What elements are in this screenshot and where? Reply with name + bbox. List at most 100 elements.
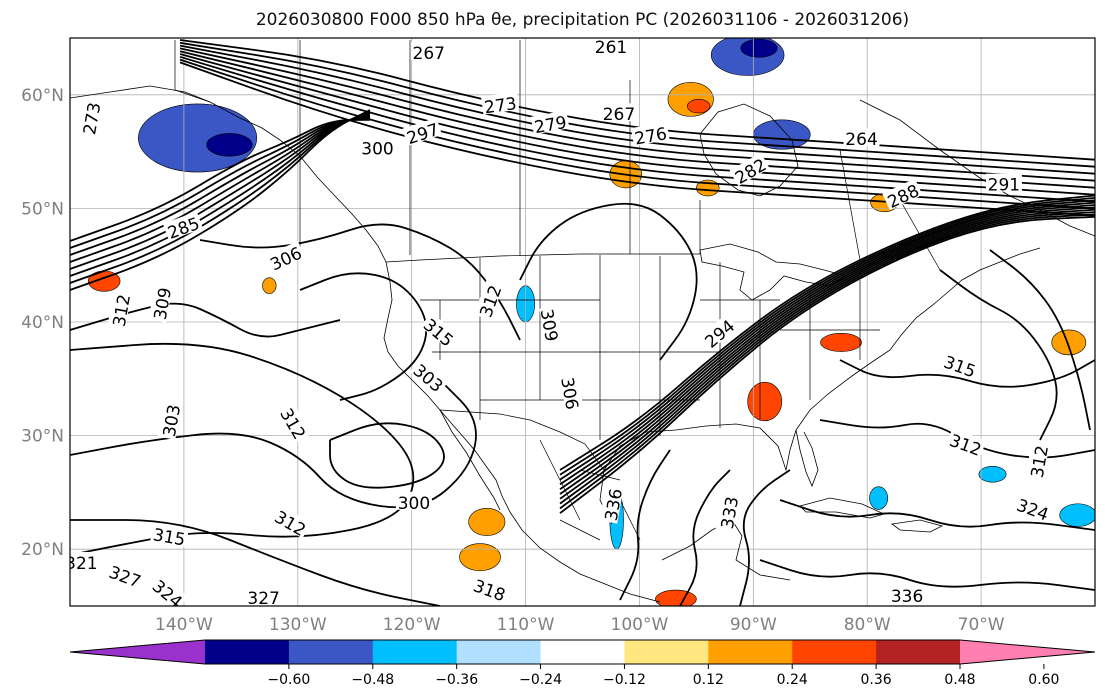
theta-e-contour xyxy=(559,215,1095,514)
contour-label-bg xyxy=(105,560,146,590)
theta-e-contour xyxy=(179,47,1095,182)
contour-label-text: 273 xyxy=(483,94,518,118)
contour-label-bg xyxy=(359,137,396,156)
lon-tick-label: 140°W xyxy=(155,615,213,635)
contour-label: 321 xyxy=(70,551,100,574)
theta-e-contour xyxy=(559,213,1095,510)
contour-label: 309 xyxy=(536,305,564,345)
colorbar-segment xyxy=(792,640,877,664)
contour-label-bg xyxy=(271,504,312,539)
contour-label-bg xyxy=(600,103,637,122)
contour-label-bg xyxy=(473,280,504,321)
precip-area xyxy=(206,133,253,157)
contour-label-bg xyxy=(162,211,203,241)
chart-title: 2026030800 F000 850 hPa θe, precipitatio… xyxy=(255,10,910,30)
theta-e-contour xyxy=(559,196,1095,476)
contour-label-bg xyxy=(245,587,282,606)
contour-label-text: 291 xyxy=(988,176,1020,196)
contour-label-bg xyxy=(148,284,173,323)
theta-e-contour xyxy=(989,249,1091,431)
lon-tick-label: 70°W xyxy=(958,615,1005,635)
contour-label-text: 336 xyxy=(891,587,923,607)
contour-label-text: 327 xyxy=(247,589,279,609)
lat-tick-label: 40°N xyxy=(21,313,64,333)
theta-e-contour xyxy=(70,519,441,606)
contour-label-bg xyxy=(470,573,511,604)
contour-label: 312 xyxy=(1025,441,1053,481)
colorbar-tick-label: −0.48 xyxy=(351,672,394,688)
precip-area xyxy=(978,465,1007,483)
theta-e-contour xyxy=(70,342,415,556)
coastline-us-west xyxy=(383,281,487,467)
contour-label: 273 xyxy=(481,91,520,118)
theta-e-contour xyxy=(179,39,1095,161)
precip-area xyxy=(459,543,501,572)
contour-label: 267 xyxy=(410,41,447,64)
contour-label-text: 261 xyxy=(595,38,627,58)
coastline-florida xyxy=(795,429,819,488)
colorbar-tick-label: −0.12 xyxy=(603,672,646,688)
contour-label-bg xyxy=(70,551,100,570)
contour-label-bg xyxy=(985,173,1022,192)
contour-label: 309 xyxy=(148,284,176,323)
theta-e-contour xyxy=(70,110,371,284)
colorbar: −0.60 −0.48 −0.36 −0.24 −0.12 0.12 0.24 0.36 0.4… xyxy=(69,639,1096,688)
contour-label-bg xyxy=(1013,493,1054,523)
contour-label-bg xyxy=(265,241,306,273)
theta-e-contour xyxy=(70,111,371,277)
contour-label-bg xyxy=(77,98,102,138)
theta-e-contour xyxy=(559,199,1095,481)
coastline-baja xyxy=(439,409,501,511)
theta-e-contour xyxy=(70,114,371,263)
theta-e-contour xyxy=(199,223,521,341)
contour-label: 312 xyxy=(107,290,135,330)
theta-e-contour xyxy=(179,55,1095,203)
theta-e-contour xyxy=(759,559,1095,591)
precip-area xyxy=(1059,503,1095,527)
theta-e-contour xyxy=(559,208,1095,500)
colorbar-segment xyxy=(288,640,374,664)
precip-area xyxy=(820,333,862,352)
precip-area xyxy=(686,99,711,114)
theta-e-contour xyxy=(70,109,371,291)
theta-e-contour xyxy=(179,58,1095,210)
lon-tick-label: 80°W xyxy=(844,615,891,635)
contour-label-text: 267 xyxy=(413,44,445,64)
colorbar-tick-label: 0.60 xyxy=(1028,672,1059,688)
theta-e-contour xyxy=(179,61,1095,217)
contour-label: 303 xyxy=(409,358,450,397)
colorbar-segment xyxy=(540,640,625,664)
border-canada-us xyxy=(385,253,700,263)
lon-tick-label: 90°W xyxy=(730,615,777,635)
colorbar-tick-label: −0.36 xyxy=(435,672,478,688)
theta-e-contour xyxy=(819,419,1095,459)
theta-e-contour xyxy=(519,202,698,361)
contour-label-bg xyxy=(410,41,447,60)
colorbar-outline xyxy=(69,639,1096,665)
colorbar-ext-high xyxy=(960,640,1095,664)
theta-e-contour xyxy=(299,272,428,401)
theta-e-contour xyxy=(179,53,1095,196)
contour-label: 261 xyxy=(592,38,629,58)
contour-label: 300 xyxy=(395,491,432,514)
colorbar-tick-label: 0.48 xyxy=(944,672,975,688)
theta-e-contour xyxy=(559,206,1095,495)
contour-label-text: 300 xyxy=(361,139,393,159)
colorbar-tick-label: −0.24 xyxy=(519,672,562,688)
precip-area xyxy=(1051,329,1087,356)
contour-label: 336 xyxy=(889,584,926,607)
contour-label-bg xyxy=(940,350,981,380)
contour-label-bg xyxy=(715,493,740,532)
coastline-us-east xyxy=(795,247,1041,431)
lon-tick-label: 110°W xyxy=(497,615,555,635)
contour-label-bg xyxy=(882,178,923,211)
precip-area xyxy=(747,381,783,422)
contour-label-bg xyxy=(729,152,770,187)
theta-e-contour xyxy=(619,449,671,601)
colorbar-tick-label: 0.12 xyxy=(693,672,724,688)
contour-label: 288 xyxy=(882,178,923,213)
theta-e-contour xyxy=(329,422,445,489)
precipitation-shading xyxy=(87,38,1095,606)
colorbar-segment xyxy=(205,640,290,664)
